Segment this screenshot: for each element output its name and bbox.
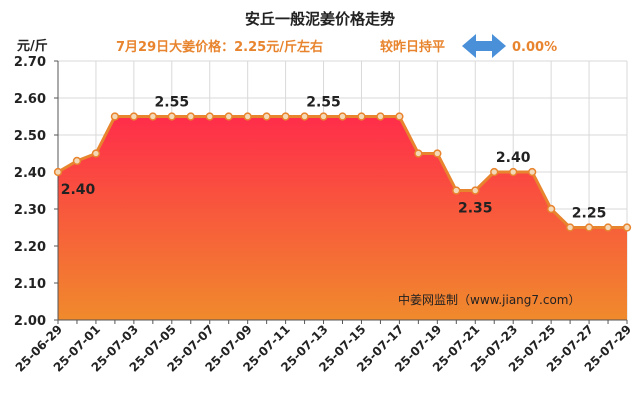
y-tick-label: 2.00	[14, 314, 46, 329]
y-tick-label: 2.60	[14, 92, 46, 107]
data-point	[414, 149, 423, 158]
data-point	[148, 112, 157, 121]
y-tick-label: 2.30	[14, 203, 46, 218]
data-points	[53, 112, 632, 232]
data-point	[91, 149, 101, 158]
y-tick-label: 2.50	[14, 129, 46, 144]
y-tick-label: 2.70	[14, 55, 46, 70]
data-point	[452, 186, 461, 195]
subtitle-price: 7月29日大姜价格：2.25元/斤左右	[116, 39, 323, 55]
data-point	[490, 167, 499, 177]
subtitle-change-pct: 0.00%	[512, 40, 557, 55]
data-point	[338, 112, 347, 121]
data-point	[357, 112, 366, 121]
double-arrow-icon	[462, 34, 506, 58]
subtitle-change: 较昨日持平	[380, 39, 445, 55]
data-point	[376, 112, 385, 121]
data-point	[72, 156, 82, 166]
watermark: 中姜网监制（www.jiang7.com）	[398, 292, 580, 307]
data-point	[546, 204, 556, 214]
y-tick-label: 2.40	[14, 166, 46, 181]
y-tick-label: 2.10	[14, 277, 46, 292]
data-point	[281, 112, 290, 121]
data-point	[471, 186, 480, 195]
data-label: 2.55	[306, 95, 341, 111]
data-point	[528, 167, 537, 177]
data-point	[509, 167, 518, 177]
y-tick-label: 2.20	[14, 240, 46, 255]
price-area	[58, 116, 627, 320]
data-point	[300, 112, 309, 121]
data-point	[205, 112, 214, 121]
data-label: 2.40	[496, 150, 531, 166]
data-point	[433, 149, 442, 158]
data-point	[584, 223, 594, 232]
axes	[54, 60, 628, 324]
y-axis-ticks: 2.00 2.10 2.20 2.30 2.40 2.50 2.60 2.70	[14, 55, 46, 329]
data-point	[319, 112, 328, 121]
data-point	[622, 223, 632, 232]
data-point	[262, 112, 271, 121]
data-label: 2.35	[458, 201, 493, 217]
y-axis-unit-label: 元/斤	[17, 38, 48, 54]
chart-title: 安丘一般泥姜价格走势	[245, 10, 395, 28]
data-point	[603, 223, 613, 232]
data-point	[110, 112, 120, 121]
data-labels: 2.40 2.55 2.55 2.35 2.40 2.25	[61, 95, 607, 222]
data-point	[186, 112, 195, 121]
data-label: 2.25	[572, 206, 607, 222]
data-point	[129, 112, 139, 121]
data-label: 2.40	[61, 182, 96, 198]
data-label: 2.55	[155, 95, 190, 111]
data-point	[167, 112, 176, 121]
data-point	[395, 112, 404, 121]
data-point	[565, 223, 575, 232]
data-point	[243, 112, 252, 121]
data-point	[53, 167, 63, 177]
x-axis-ticks: 25-06-2925-07-0125-07-0325-07-0525-07-07…	[13, 322, 634, 374]
data-point	[224, 112, 233, 121]
